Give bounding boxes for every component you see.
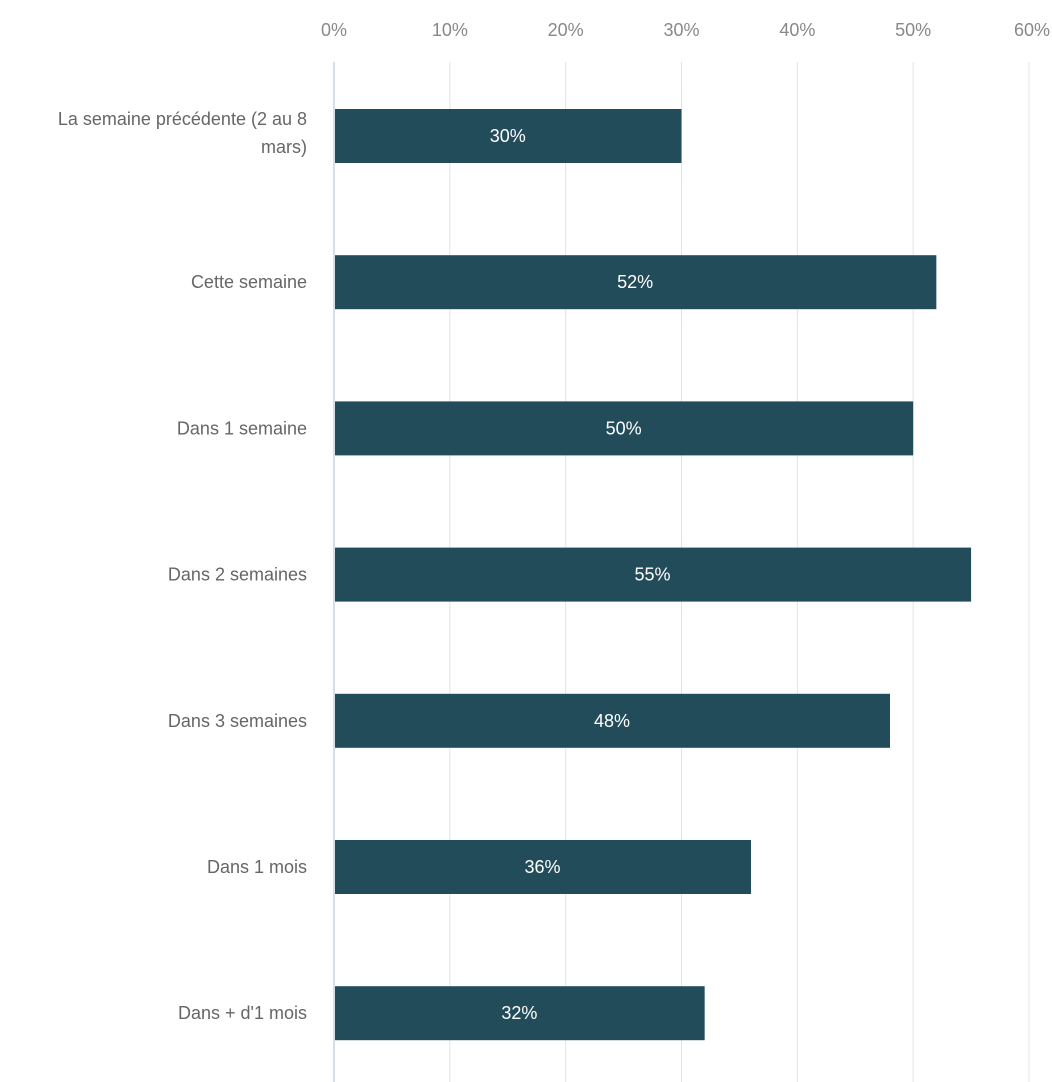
category-label: Dans 2 semaines <box>168 565 307 585</box>
bar <box>335 693 890 748</box>
bar <box>335 840 751 894</box>
bar-value-label: 52% <box>617 272 653 292</box>
category-label: Dans 1 mois <box>207 857 307 877</box>
bar <box>335 255 937 310</box>
category-label: Dans 1 semaine <box>177 418 307 438</box>
bar-value-label: 50% <box>606 418 642 438</box>
bar-value-label: 48% <box>594 711 630 731</box>
x-tick-label: 30% <box>663 20 699 40</box>
category-label: Dans + d'1 mois <box>178 1003 307 1023</box>
bar-value-label: 55% <box>635 565 671 585</box>
x-tick-label: 60% <box>1014 20 1050 40</box>
bar <box>335 109 682 163</box>
x-tick-label: 50% <box>895 20 931 40</box>
x-tick-label: 0% <box>321 20 347 40</box>
bar <box>335 986 705 1041</box>
x-axis-ticks: 0% 10% 20% 30% 40% 50% 60% <box>321 20 1050 40</box>
x-tick-label: 40% <box>779 20 815 40</box>
x-tick-label: 20% <box>548 20 584 40</box>
bar-value-label: 30% <box>490 126 526 146</box>
bar-value-label: 32% <box>501 1003 537 1023</box>
x-tick-label: 10% <box>432 20 468 40</box>
category-label: Cette semaine <box>191 272 307 292</box>
bar <box>335 547 972 602</box>
category-labels: La semaine précédente (2 au 8 mars) Cette … <box>58 109 307 1023</box>
bar-value-label: 36% <box>524 857 560 877</box>
category-label: La semaine précédente (2 au 8 mars) <box>58 109 307 157</box>
bar <box>335 401 914 456</box>
bars: 30% 52% 50% 55% 48% 36% 32% <box>335 109 972 1041</box>
category-label: Dans 3 semaines <box>168 711 307 731</box>
